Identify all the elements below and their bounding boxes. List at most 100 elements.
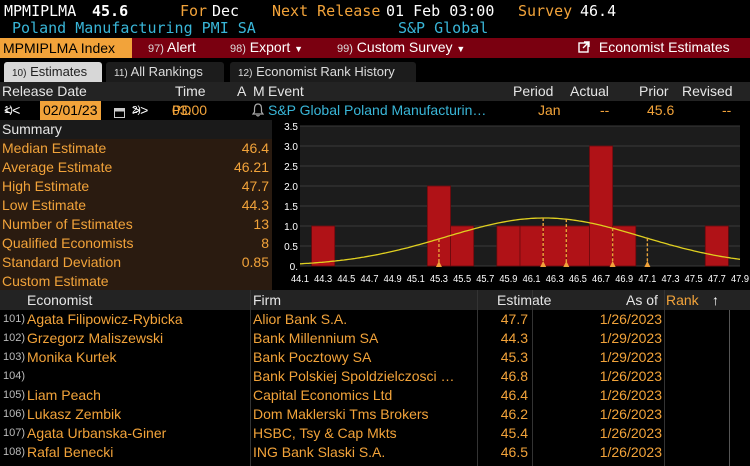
col-m[interactable]: M [253, 83, 265, 99]
table-row[interactable]: 102) Grzegorz Maliszewski Bank Millennium … [3, 330, 662, 346]
summary-title: Summary [0, 120, 272, 139]
ticker-index-box[interactable]: MPMIPLMA Index [0, 38, 132, 58]
summary-row: Standard Deviation 0.85 [0, 253, 272, 272]
table-row[interactable]: 106) Lukasz Zembik Dom Maklerski Tms Broke… [3, 406, 662, 422]
calendar-icon[interactable] [114, 104, 125, 123]
dropdown-caret-icon: ▼ [294, 44, 304, 54]
col-estimate[interactable]: Estimate [497, 292, 552, 308]
bell-icon[interactable] [251, 103, 265, 122]
y-tick-label: 3.5 [284, 122, 298, 133]
col-a[interactable]: A [237, 83, 247, 99]
histogram-bar [589, 145, 614, 267]
survey-value: 46.4 [580, 2, 617, 20]
estimate-marker-triangle [540, 261, 547, 267]
x-tick-label: 47.3 [662, 274, 680, 285]
table-row[interactable]: 101) Agata Filipowicz-Rybicka Alior Bank S… [3, 311, 662, 327]
next-release-value: 01 Feb 03:00 [386, 2, 495, 20]
col-prior[interactable]: Prior [639, 83, 669, 99]
col-rank[interactable]: Rank [666, 292, 699, 308]
x-tick-label: 46.3 [546, 274, 564, 285]
histogram-bar [450, 225, 475, 267]
source-name: S&P Global [398, 19, 489, 37]
tab-estimates[interactable]: 10) Estimates [4, 62, 102, 82]
y-tick-label: 2.5 [284, 162, 298, 173]
sort-ascending-icon[interactable]: ↑ [712, 292, 719, 308]
summary-panel: Summary Median Estimate 46.4 Average Esti… [0, 120, 272, 291]
alert-menu[interactable]: 97) Alert [148, 39, 196, 55]
x-tick-label: 45.7 [476, 274, 494, 285]
col-revised[interactable]: Revised [682, 83, 733, 99]
col-as-of[interactable]: As of [626, 292, 658, 308]
table-row[interactable]: 103) Monika Kurtek Bank Pocztowy SA 45.3 1/2… [3, 349, 662, 365]
ticker-symbol: MPMIPLMA [4, 2, 77, 20]
summary-row: Qualified Economists 8 [0, 234, 272, 253]
event-row[interactable]: 1) << 02/01/23 2) >> 03:00 PD S&P Global… [0, 101, 750, 120]
survey-label: Survey [518, 2, 573, 20]
col-period[interactable]: Period [513, 83, 554, 99]
col-event[interactable]: Event [268, 83, 304, 99]
estimate-marker-triangle [644, 261, 651, 267]
dropdown-caret-icon: ▼ [456, 44, 466, 54]
x-tick-label: 47.5 [685, 274, 703, 285]
economist-table-header: Economist Firm Estimate As of Rank ↑ [0, 290, 750, 310]
economist-estimates-button[interactable]: Economist Estimates [578, 39, 730, 55]
table-row[interactable]: 104) Bank Polskiej Spoldzielczosci … 46.8 1… [3, 368, 662, 384]
tab-economist-rank-history[interactable]: 12) Economist Rank History [230, 62, 416, 82]
col-firm[interactable]: Firm [253, 292, 281, 308]
for-value: Dec [212, 2, 240, 20]
estimate-marker-triangle [435, 261, 442, 267]
col-economist[interactable]: Economist [27, 292, 93, 308]
x-tick-label: 46.7 [592, 274, 610, 285]
estimate-distribution-chart: 0. 0.5 1.0 1.5 2.0 2.5 3.0 3.5 44.1 44.3 44.5 44.7 4… [272, 120, 750, 290]
for-label: For [180, 2, 208, 20]
histogram-bar [704, 225, 729, 267]
summary-row-custom[interactable]: Custom Estimate [0, 272, 272, 291]
release-date-input[interactable]: 02/01/23 [40, 101, 101, 120]
event-prior: 45.6 [647, 102, 675, 118]
histogram-bar [542, 225, 567, 267]
col-actual[interactable]: Actual [570, 83, 609, 99]
x-tick-label: 45.1 [407, 274, 425, 285]
col-release-date[interactable]: Release Date [2, 83, 87, 99]
event-revised: -- [722, 102, 732, 118]
export-menu[interactable]: 98) Export ▼ [230, 39, 304, 55]
custom-survey-menu[interactable]: 99) Custom Survey ▼ [337, 39, 466, 55]
tab-all-rankings[interactable]: 11) All Rankings [106, 62, 224, 82]
x-tick-label: 44.1 [291, 274, 309, 285]
x-tick-label: 45.3 [430, 274, 448, 285]
x-tick-label: 44.3 [314, 274, 332, 285]
tab-bar: 10) Estimates 11) All Rankings 12) Econo… [0, 62, 750, 82]
column-divider [664, 290, 665, 466]
security-name: Poland Manufacturing PMI SA [12, 19, 256, 37]
last-value: 45.6 [92, 2, 129, 20]
y-tick-label: 0.5 [284, 242, 298, 253]
x-tick-label: 47.1 [638, 274, 656, 285]
histogram-bar [519, 225, 544, 267]
x-tick-label: 47.9 [731, 274, 749, 285]
y-tick-label: 3.0 [284, 142, 298, 153]
table-row[interactable]: 108) Rafal Benecki ING Bank Slaski S.A. 46.… [3, 444, 662, 460]
summary-row: Low Estimate 44.3 [0, 196, 272, 215]
column-divider [532, 290, 533, 466]
economist-table-body: 101) Agata Filipowicz-Rybicka Alior Bank S… [0, 310, 750, 466]
x-tick-label: 46.5 [569, 274, 587, 285]
normal-distribution-curve [299, 217, 741, 265]
event-name[interactable]: S&P Global Poland Manufacturin… [268, 102, 487, 118]
histogram-bar [565, 225, 590, 267]
col-time[interactable]: Time [175, 83, 206, 99]
table-row[interactable]: 107) Agata Urbanska-Giner HSBC, Tsy & Cap … [3, 425, 662, 441]
table-row[interactable]: 105) Liam Peach Capital Economics Ltd 46.4 1… [3, 387, 662, 403]
external-link-icon [578, 41, 590, 53]
histogram-bar [496, 225, 521, 267]
y-tick-label: 0. [290, 262, 298, 273]
summary-row: Number of Estimates 13 [0, 215, 272, 234]
event-actual: -- [600, 102, 610, 118]
estimate-marker-triangle [563, 261, 570, 267]
x-tick-label: 45.9 [499, 274, 517, 285]
histogram-bar [311, 225, 336, 267]
x-tick-label: 44.7 [360, 274, 378, 285]
histogram-svg: 0. 0.5 1.0 1.5 2.0 2.5 3.0 3.5 44.1 44.3 44.5 44.7 4… [284, 122, 749, 285]
x-tick-label: 47.7 [708, 274, 726, 285]
scrollbar-track[interactable] [729, 310, 730, 466]
x-tick-label: 45.5 [453, 274, 471, 285]
